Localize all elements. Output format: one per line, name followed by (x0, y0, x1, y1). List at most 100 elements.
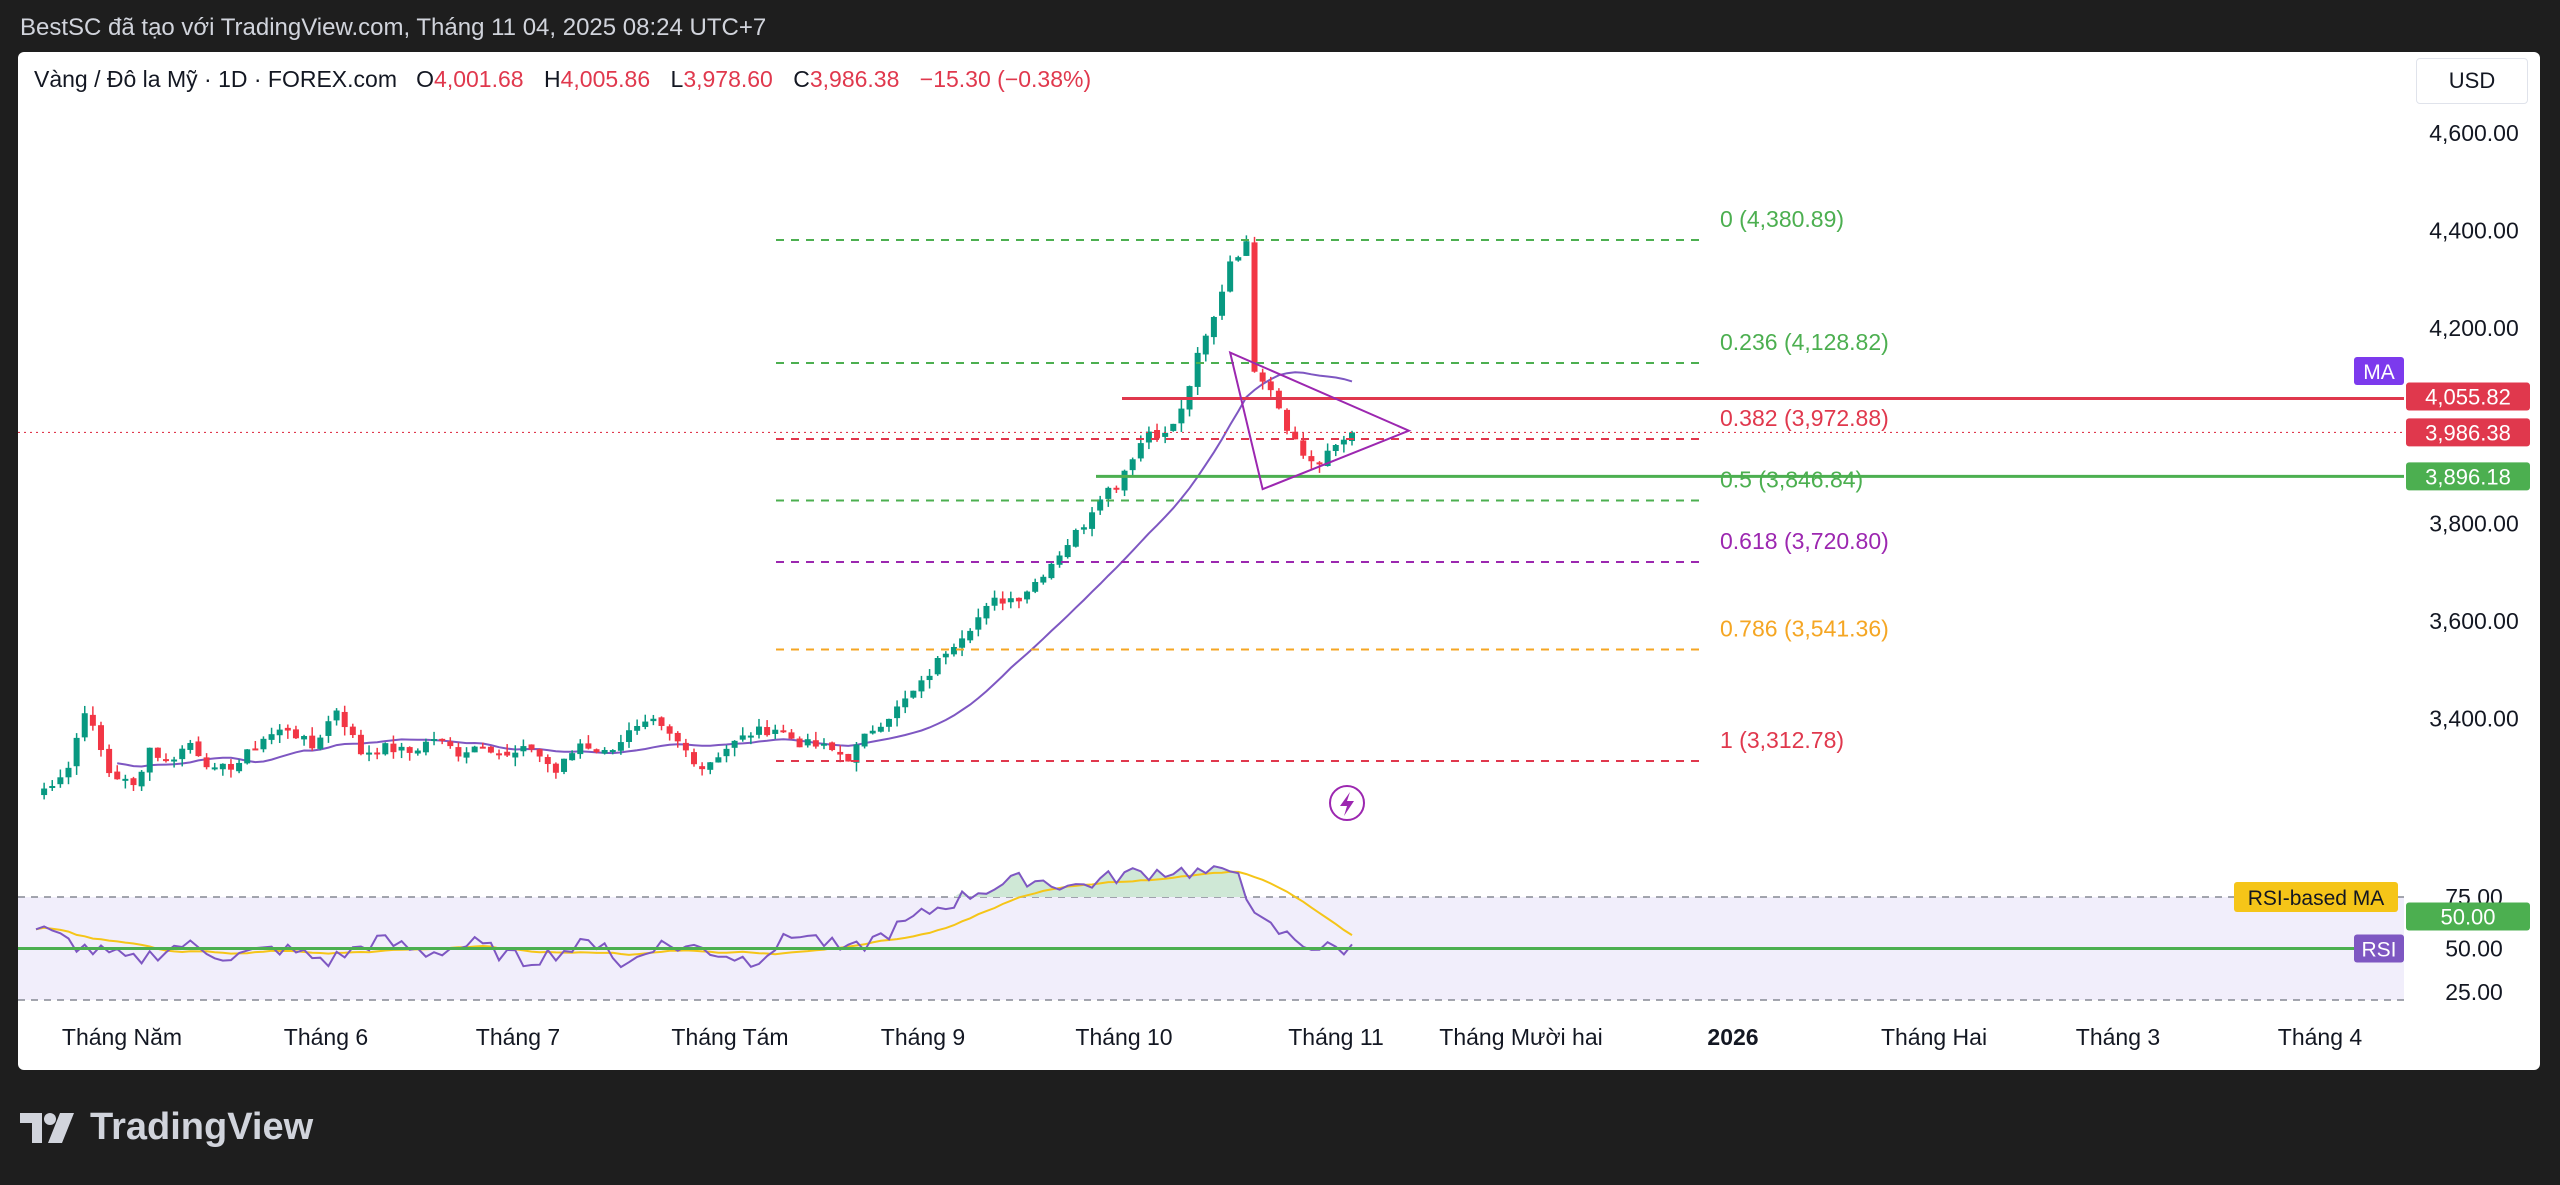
candle-body (788, 732, 795, 739)
candle-body (97, 725, 104, 751)
candle-body (666, 726, 673, 734)
currency-button[interactable]: USD (2416, 58, 2528, 104)
candle-body (227, 763, 234, 770)
time-axis-label: Tháng 3 (2076, 1024, 2160, 1050)
resistance-price-badge: 4,055.82 (2425, 385, 2511, 410)
candle-body (1178, 408, 1185, 424)
price-axis-label: 3,800.00 (2429, 510, 2519, 536)
rsi-ma-line (35, 870, 1353, 956)
candle-body (1024, 591, 1031, 600)
candle-body (601, 749, 608, 754)
candle-body (89, 714, 96, 726)
candle-body (106, 748, 113, 774)
candle-body (812, 740, 819, 747)
candle-body (561, 758, 568, 772)
candle-body (1324, 450, 1331, 467)
candle-body (333, 710, 340, 721)
candle-body (626, 730, 633, 742)
candle-body (520, 746, 527, 752)
last-price-badge-bg (2406, 418, 2530, 447)
candle-body (1015, 597, 1022, 602)
fib-level-label: 0.618 (3,720.80) (1720, 528, 1889, 554)
candle-body (959, 638, 966, 648)
candle-body (455, 747, 462, 757)
candle-body (1300, 440, 1307, 456)
support-price-badge-bg (2406, 462, 2530, 491)
candle-body (1113, 487, 1120, 490)
candle-body (617, 742, 624, 751)
close-value: 3,986.38 (809, 66, 900, 92)
candle-body (1089, 512, 1096, 529)
candle-body (853, 744, 860, 763)
candle-body (829, 742, 836, 751)
candle-body (1308, 456, 1315, 462)
chart-panel[interactable]: Vàng / Đô la Mỹ · 1D · FOREX.com O4,001.… (18, 52, 2540, 1070)
candle-body (1202, 335, 1209, 355)
candle-body (715, 757, 722, 763)
tradingview-logo[interactable]: TradingView (20, 1106, 313, 1149)
candle-body (463, 752, 470, 758)
candle-body (755, 726, 762, 735)
candle-body (1162, 432, 1169, 437)
candle-body (422, 741, 429, 753)
candle-body (512, 752, 519, 758)
candle-body (471, 746, 478, 753)
price-axis-label: 3,400.00 (2429, 705, 2519, 731)
candle-body (414, 750, 421, 754)
rsi-axis-label: 25.00 (2445, 979, 2503, 1005)
candle-body (325, 721, 332, 736)
candle-body (447, 741, 454, 747)
candle-body (1210, 316, 1217, 338)
candle-body (926, 675, 933, 681)
candle-body (991, 597, 998, 606)
time-axis-label: Tháng Hai (1881, 1024, 1987, 1050)
price-chart[interactable]: 4,600.00 4,400.00 4,200.00 3,800.00 3,600.00… (18, 52, 2540, 1070)
close-label: C (793, 66, 810, 92)
candle-body (366, 752, 373, 755)
candle-body (544, 757, 551, 765)
candle-body (268, 734, 275, 740)
time-axis-label: Tháng 9 (881, 1024, 965, 1050)
candle-body (820, 743, 827, 746)
candle-body (902, 698, 909, 708)
candle-body (162, 759, 169, 762)
time-axis-label: Tháng Mười hai (1439, 1024, 1602, 1050)
candle-body (682, 742, 689, 751)
time-axis-label: Tháng Năm (62, 1024, 182, 1050)
candle-body (382, 743, 389, 755)
change-value: −15.30 (−0.38%) (919, 66, 1092, 92)
candle-body (1284, 409, 1291, 431)
candle-body (804, 739, 811, 746)
symbol-info: Vàng / Đô la Mỹ · 1D · FOREX.com O4,001.… (34, 66, 1091, 93)
lightning-icon (1340, 792, 1354, 816)
candle-body (236, 762, 243, 772)
candle-body (374, 752, 381, 755)
candle-body (349, 726, 356, 736)
resistance-price-badge-bg (2406, 382, 2530, 411)
candle-body (203, 757, 210, 768)
candle-body (1121, 470, 1128, 491)
candle-body (138, 771, 145, 787)
candle-body (861, 733, 868, 747)
candle-body (747, 735, 754, 738)
candle-body (650, 718, 657, 722)
candle-body (1105, 487, 1112, 499)
candle-body (187, 742, 194, 750)
candle-body (723, 748, 730, 757)
candle-body (1056, 555, 1063, 565)
candle-body (1154, 429, 1161, 439)
high-value: 4,005.86 (560, 66, 651, 92)
candle-body (1129, 459, 1136, 471)
candle-body (171, 759, 178, 762)
candle-body (73, 737, 80, 767)
candle-body (552, 763, 559, 773)
triangle-pattern (1228, 350, 1412, 491)
candle-body (276, 729, 283, 736)
rsi-tag: RSI (2361, 939, 2396, 962)
candle-body (114, 771, 121, 780)
candle-body (406, 747, 413, 753)
candle-body (910, 690, 917, 698)
candle-body (57, 777, 64, 785)
fib-level-label: 0.382 (3,972.88) (1720, 405, 1889, 431)
support-price-badge: 3,896.18 (2425, 464, 2511, 489)
